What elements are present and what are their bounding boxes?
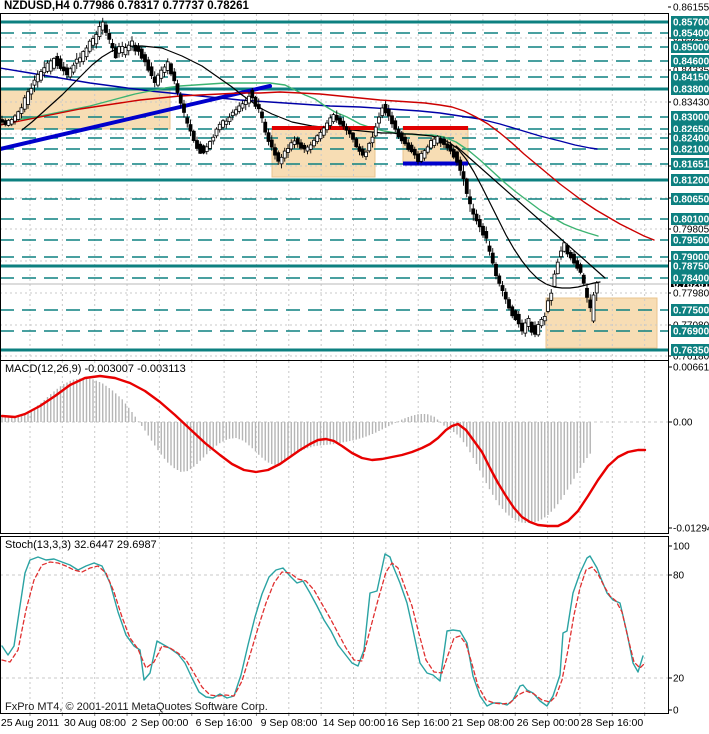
svg-text:0.78750: 0.78750 <box>673 262 709 273</box>
macd-indicator-label: MACD(12,26,9) -0.003007 -0.003113 <box>5 363 186 375</box>
stochastic-indicator-label: Stoch(13,3,3) 32.6447 29.6987 <box>5 539 157 551</box>
axis-price-label: 0.83430 <box>671 96 709 109</box>
svg-text:0.79500: 0.79500 <box>673 236 709 247</box>
level-price-label: 0.76900 <box>671 325 709 338</box>
svg-text:0.82100: 0.82100 <box>673 145 709 156</box>
svg-text:0.83800: 0.83800 <box>673 85 709 96</box>
level-price-label: 0.82400 <box>671 132 709 145</box>
svg-text:0.76180: 0.76180 <box>673 352 709 363</box>
level-price-label: 0.81200 <box>671 174 709 187</box>
date-label: 26 Sep 00:00 <box>517 717 580 729</box>
svg-text:80: 80 <box>673 571 685 582</box>
svg-text:0.00: 0.00 <box>673 418 693 429</box>
date-label: 30 Aug 08:00 <box>64 717 126 729</box>
axis-price-label: 0.79805 <box>671 223 709 236</box>
level-price-label: 0.80650 <box>671 193 709 206</box>
level-price-label: 0.83800 <box>671 83 709 96</box>
svg-text:0.85700: 0.85700 <box>673 18 709 29</box>
svg-text:0.84600: 0.84600 <box>673 57 709 68</box>
chart-title: NZDUSD,H4 0.77986 0.78317 0.77737 0.7826… <box>4 0 249 12</box>
svg-text:0.85000: 0.85000 <box>673 43 709 54</box>
date-label: 21 Sep 08:00 <box>452 717 515 729</box>
time-axis: 25 Aug 2011 30 Aug 08:00 2 Sep 00:00 6 Sep … <box>1 714 646 729</box>
svg-text:0.76900: 0.76900 <box>673 327 709 338</box>
svg-text:0.80100: 0.80100 <box>673 215 709 226</box>
date-label: 6 Sep 16:00 <box>196 717 253 729</box>
macd-panel-border <box>0 360 669 534</box>
svg-text:0.78400: 0.78400 <box>673 274 709 285</box>
level-price-label: 0.85400 <box>671 27 709 40</box>
level-price-label: 0.78400 <box>671 272 709 285</box>
svg-text:0.76350: 0.76350 <box>673 346 709 357</box>
svg-text:0.79000: 0.79000 <box>673 253 709 264</box>
supply-demand-zone <box>545 297 658 349</box>
level-price-label: 0.85700 <box>671 16 709 29</box>
svg-text:0.85400: 0.85400 <box>673 29 709 40</box>
level-price-label: 0.77500 <box>671 304 709 317</box>
svg-text:0.82650: 0.82650 <box>673 125 709 136</box>
stoch-panel-border <box>0 536 669 714</box>
level-price-label: 0.82100 <box>671 143 709 156</box>
axis-price-label: 0.77980 <box>671 287 709 300</box>
svg-text:0: 0 <box>673 706 679 717</box>
svg-text:0.81651: 0.81651 <box>673 160 709 171</box>
level-price-label: 0.78750 <box>671 260 709 273</box>
svg-text:0.86155: 0.86155 <box>673 3 709 14</box>
date-label: 2 Sep 00:00 <box>132 717 189 729</box>
svg-text:0.77500: 0.77500 <box>673 306 709 317</box>
date-label: 14 Sep 00:00 <box>323 717 386 729</box>
svg-text:0.82400: 0.82400 <box>673 134 709 145</box>
level-price-label: 0.79500 <box>671 234 709 247</box>
platform-copyright: FxPro MT4, © 2001-2011 MetaQuotes Softwa… <box>5 701 268 713</box>
svg-text:20: 20 <box>673 674 685 685</box>
candlesticks <box>1 17 599 338</box>
svg-text:0.78261: 0.78261 <box>673 280 709 291</box>
svg-text:-0.01294: -0.01294 <box>673 524 709 535</box>
svg-text:0.00661: 0.00661 <box>673 363 709 374</box>
svg-text:0.80650: 0.80650 <box>673 195 709 206</box>
level-price-label: 0.83000 <box>671 111 709 124</box>
svg-text:0.83430: 0.83430 <box>673 98 709 109</box>
svg-text:0.79805: 0.79805 <box>673 225 709 236</box>
level-price-label: 0.81651 <box>671 158 709 171</box>
date-label: 28 Sep 16:00 <box>581 717 644 729</box>
axis-price-label: 0.86155 <box>671 1 709 14</box>
main-price-panel[interactable] <box>0 7 668 360</box>
level-price-label: 0.80100 <box>671 213 709 226</box>
date-label: 9 Sep 08:00 <box>261 717 318 729</box>
stoch-panel[interactable] <box>0 537 668 713</box>
level-price-label: 0.85000 <box>671 41 709 54</box>
date-label: 16 Sep 16:00 <box>387 717 450 729</box>
level-price-label: 0.84600 <box>671 55 709 68</box>
svg-text:0.83000: 0.83000 <box>673 113 709 124</box>
svg-text:100: 100 <box>673 542 690 553</box>
level-price-label: 0.84150 <box>671 71 709 84</box>
macd-histogram <box>1 378 591 523</box>
macd-panel[interactable] <box>0 361 668 533</box>
date-label: 25 Aug 2011 <box>1 717 59 729</box>
price-axis: 0.782610.861550.852450.843350.834300.798… <box>668 1 709 717</box>
level-price-label: 0.76350 <box>671 344 709 357</box>
svg-text:0.84150: 0.84150 <box>673 73 709 84</box>
svg-text:0.81200: 0.81200 <box>673 176 709 187</box>
svg-text:0.77980: 0.77980 <box>673 289 709 300</box>
